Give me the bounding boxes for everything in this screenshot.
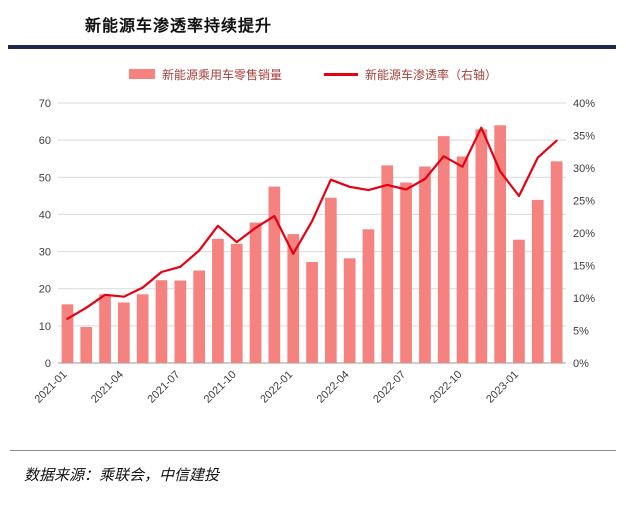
right-axis-label: 25%	[573, 196, 595, 208]
sales-bar	[80, 327, 93, 363]
right-axis-label: 0%	[573, 358, 589, 370]
right-axis-label: 40%	[573, 98, 595, 110]
sales-bar	[249, 222, 262, 363]
x-axis-label: 2021-07	[145, 369, 182, 406]
right-axis-label: 35%	[573, 131, 595, 143]
sales-bar	[343, 258, 356, 363]
sales-bar	[362, 229, 375, 363]
sales-bar	[155, 280, 168, 363]
sales-bar	[419, 166, 431, 363]
line-swatch-icon	[324, 72, 358, 76]
chart-plot-area: 0 10 20 30 40 50 60 70 0% 5% 10% 15% 20% 25% 30% 35% 40%…	[32, 98, 595, 406]
sales-bar	[513, 239, 525, 363]
x-axis-label: 2022-01	[258, 369, 295, 406]
title-row: 新能源车渗透率持续提升	[85, 12, 614, 36]
x-axis-label: 2021-10	[202, 369, 239, 406]
bar-swatch-icon	[128, 69, 155, 79]
right-axis-label: 10%	[573, 293, 595, 305]
left-axis-label: 10	[39, 321, 51, 333]
sales-bar	[118, 302, 130, 363]
title-divider	[8, 45, 616, 49]
left-axis-label: 60	[39, 135, 51, 147]
legend-label-sales: 新能源乘用车零售销量	[161, 67, 282, 82]
right-axis-label: 15%	[573, 261, 595, 273]
sales-bar	[531, 199, 544, 363]
penetration-line	[66, 126, 558, 320]
x-axis-label: 2022-10	[428, 369, 465, 406]
x-axis-label: 2021-04	[89, 369, 126, 406]
footer-divider	[10, 450, 616, 451]
chart-legend: 新能源乘用车零售销量 新能源车渗透率（右轴）	[14, 65, 612, 83]
sales-bar	[193, 270, 205, 363]
data-source: 数据来源：乘联会，中信建投	[24, 468, 220, 484]
left-axis-label: 0	[45, 358, 51, 370]
penetration-chart: 新能源乘用车零售销量 新能源车渗透率（右轴） 0 10 20 30 40 50 60 70 0%…	[14, 65, 612, 434]
sales-bar	[268, 186, 281, 363]
right-axis-label: 30%	[573, 163, 595, 175]
sales-bar	[437, 136, 450, 363]
sales-bar	[325, 197, 337, 363]
left-axis-label: 30	[39, 247, 51, 259]
sales-bar	[99, 294, 111, 363]
right-axis-label: 5%	[573, 326, 589, 338]
sales-bar	[61, 304, 74, 363]
x-axis-label: 2023-01	[484, 369, 521, 406]
x-axis-label: 2022-07	[371, 369, 408, 406]
sales-bar	[287, 234, 300, 363]
right-axis-label: 20%	[573, 228, 595, 240]
x-axis-label: 2022-04	[315, 369, 352, 406]
sales-bar	[456, 156, 469, 363]
sales-bar	[550, 161, 563, 363]
sales-bar	[174, 280, 187, 363]
sales-bar	[306, 262, 318, 363]
page-title: 新能源车渗透率持续提升	[85, 18, 273, 35]
left-axis-label: 50	[39, 172, 51, 184]
sales-bar	[212, 238, 224, 363]
legend-label-penetration: 新能源车渗透率（右轴）	[365, 67, 498, 82]
left-axis-label: 70	[39, 98, 51, 110]
sales-bar	[230, 243, 243, 363]
left-axis-label: 40	[39, 209, 51, 221]
legend-item-penetration: 新能源车渗透率（右轴）	[324, 66, 497, 83]
sales-bar	[136, 294, 149, 363]
sales-bar	[400, 182, 412, 363]
left-axis-label: 20	[39, 284, 51, 296]
x-axis-label: 2021-01	[32, 369, 69, 406]
sales-bar	[494, 125, 506, 363]
sales-bar	[475, 129, 488, 363]
legend-item-sales: 新能源乘用车零售销量	[128, 66, 282, 83]
sales-bar	[381, 165, 394, 363]
